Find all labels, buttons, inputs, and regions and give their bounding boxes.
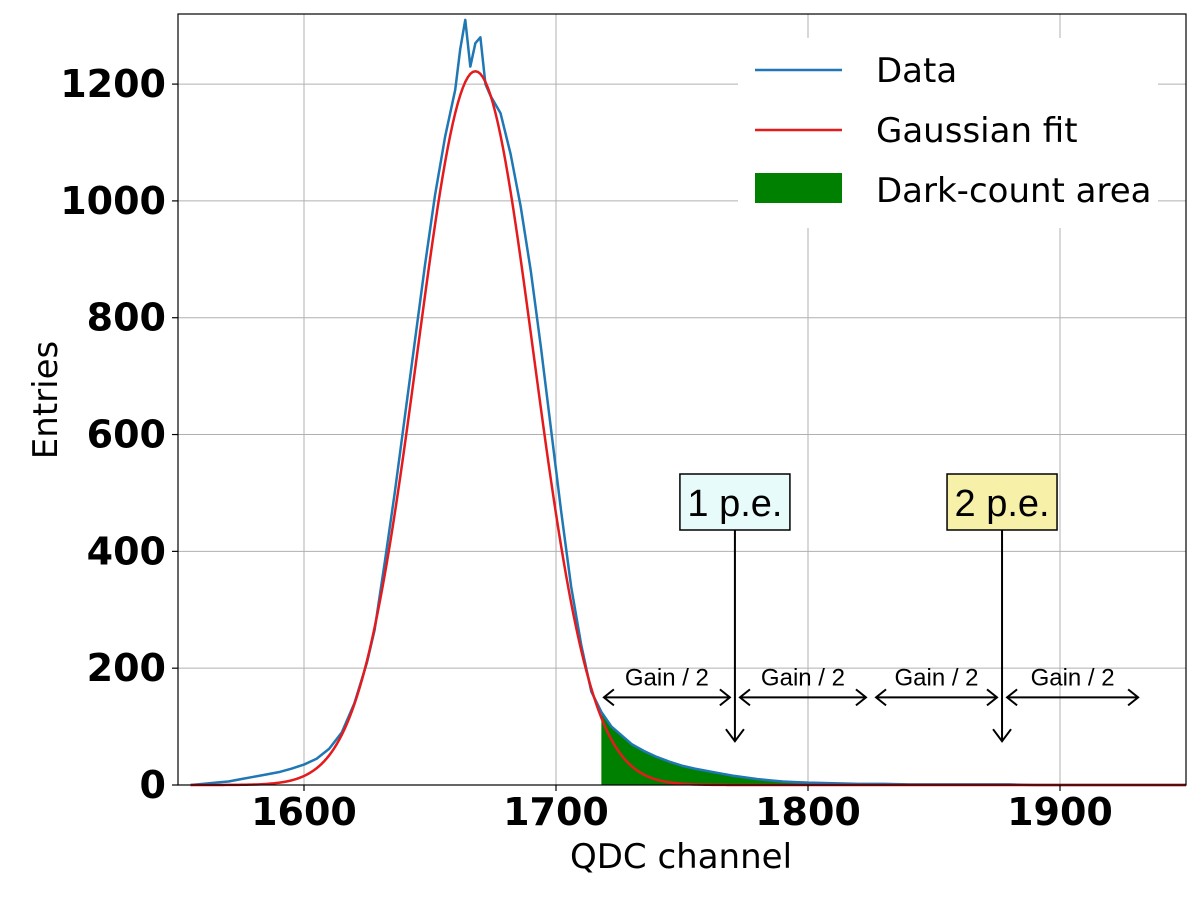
x-tick-label: 1800 [755,790,861,834]
dark-count-fill [601,711,1186,785]
gain-label: Gain / 2 [625,664,709,691]
axes-frame [177,13,1187,786]
y-tick-label: 600 [87,413,166,457]
pe2-marker-box [946,473,1058,531]
arrowhead [602,688,615,707]
gain-label: Gain / 2 [894,664,978,691]
gain-label: Gain / 2 [761,664,845,691]
pe1-marker-arrowhead [725,728,745,743]
arrowhead [1005,688,1018,707]
x-tick-label: 1600 [251,790,357,834]
arrowhead [1127,688,1140,707]
tick-labels: 1600 1700 1800 1900 0 200 400 600 800 1000 1200 [60,62,1113,834]
y-tick-label: 200 [87,646,166,690]
gain-label: Gain / 2 [1031,664,1115,691]
legend-fit-label: Gaussian fit [876,111,1078,151]
x-tick-label: 1900 [1007,790,1113,834]
y-axis-label: Entries [26,341,66,459]
legend: Data Gaussian fit Dark-count area [738,38,1158,228]
legend-area-swatch [755,173,842,203]
legend-data-label: Data [876,51,957,91]
x-tick-label: 1700 [503,790,609,834]
y-tick-label: 0 [140,763,166,807]
pe1-marker-box [679,473,791,531]
plot-frame [172,13,1187,791]
y-tick-label: 1200 [60,62,166,106]
x-axis-label: QDC channel [570,837,792,877]
arrowhead [738,688,751,707]
pe2-marker-arrowhead [992,728,1012,743]
annotations: Gain / 2 Gain / 2 Gain / 2 Gain / 2 1 p.e. 2 … [602,473,1140,743]
arrowhead [855,688,868,707]
pe2-marker-label: 2 p.e. [955,483,1050,525]
y-tick-label: 400 [87,529,166,573]
y-tick-label: 1000 [60,179,166,223]
arrowhead [874,688,887,707]
y-tick-label: 800 [87,296,166,340]
arrowhead [719,688,732,707]
legend-area-label: Dark-count area [876,171,1152,211]
pe1-marker-label: 1 p.e. [687,483,782,525]
arrowhead [986,688,999,707]
dark-count-area [601,711,1186,785]
